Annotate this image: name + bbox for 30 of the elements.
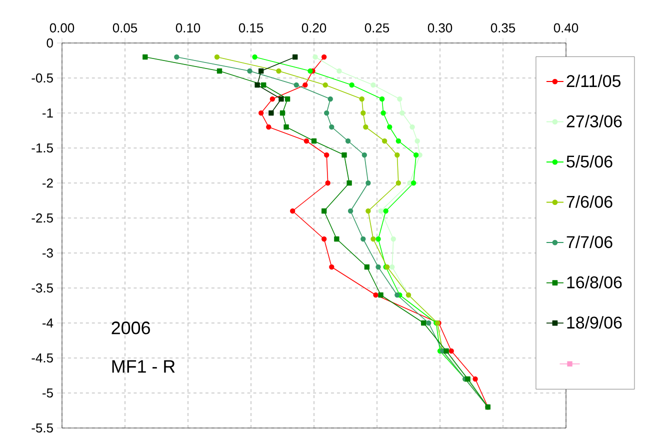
y-tick-label: -3 (42, 248, 53, 258)
y-tick-label: -0.5 (32, 73, 53, 83)
y-tick-label: -1 (42, 108, 53, 118)
annotation: MF1 - R (112, 360, 175, 373)
x-tick-label: 0.25 (364, 23, 390, 32)
y-tick-label: -4 (42, 318, 54, 328)
x-tick-label: 0.30 (428, 23, 452, 32)
legend-label: 7/6/06 (566, 195, 612, 208)
y-tick-label: -5.5 (32, 423, 53, 433)
y-tick-label: -2.5 (32, 213, 53, 223)
x-tick-label: 0.10 (176, 23, 200, 32)
legend-label: 27/3/06 (566, 114, 622, 128)
legend-label: 5/5/06 (566, 155, 612, 168)
x-tick-label: 0.15 (238, 23, 264, 32)
y-tick-label: -3.5 (32, 283, 53, 293)
x-tick-label: 0.20 (302, 23, 326, 32)
x-tick-label: 0.05 (112, 23, 138, 32)
y-tick-label: -4.5 (32, 353, 53, 363)
legend-label: 16/8/06 (567, 276, 622, 288)
y-tick-label: -2 (42, 178, 53, 188)
annotation: 2006 (112, 322, 150, 334)
x-tick-label: 0.35 (490, 23, 516, 32)
y-tick-label: -5 (42, 388, 53, 398)
y-tick-label: -1.5 (32, 143, 53, 153)
legend-label: 7/7/06 (566, 236, 612, 248)
x-tick-label: 0.00 (50, 23, 74, 32)
y-tick-label: 0 (46, 38, 53, 48)
legend-label: 18/9/06 (567, 316, 622, 329)
legend-label: 2/11/05 (566, 74, 620, 88)
x-tick-label: 0.40 (554, 23, 578, 32)
